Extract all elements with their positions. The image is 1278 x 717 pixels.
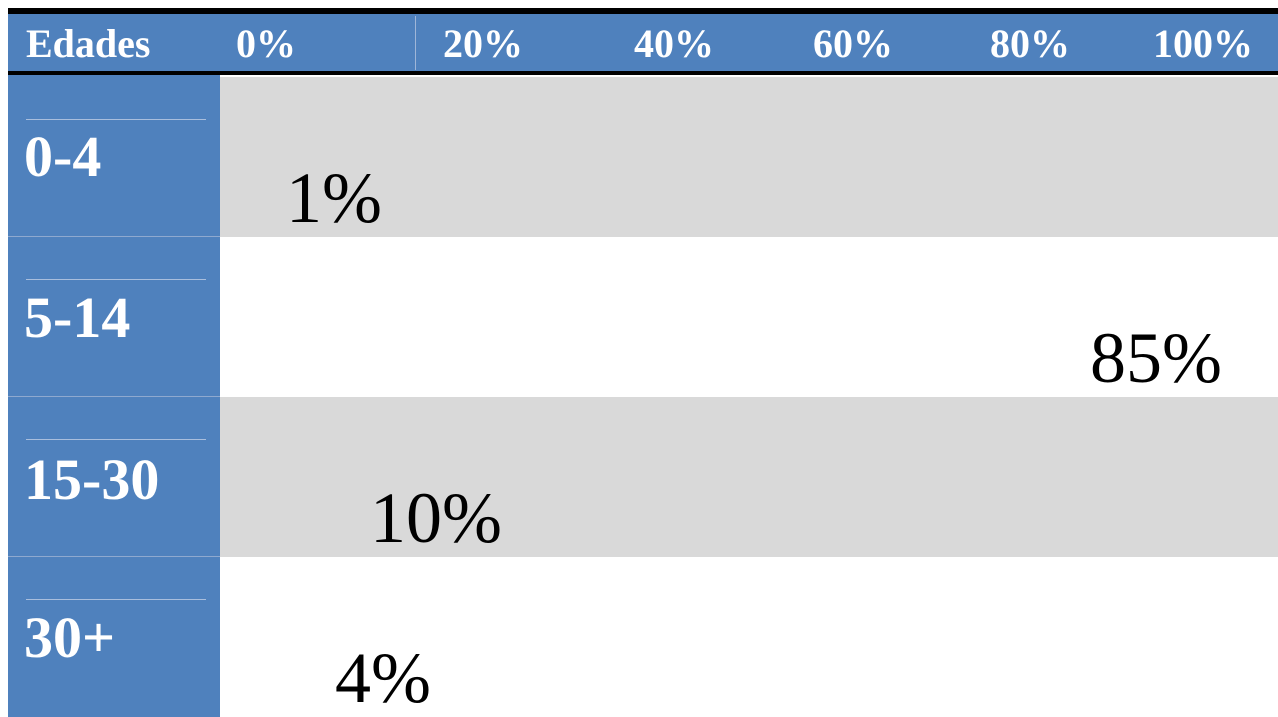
category-label: 5-14	[24, 285, 131, 350]
header-separator	[415, 16, 416, 70]
top-rule	[8, 8, 1278, 14]
x-tick-label: 20%	[443, 21, 523, 66]
pictogram-icon	[254, 410, 370, 512]
row-band	[220, 397, 1278, 557]
row-divider	[8, 236, 220, 237]
axis-title: Edades	[26, 21, 151, 66]
value-label: 10%	[370, 478, 502, 558]
row-inner-line	[26, 119, 206, 120]
row-inner-line	[26, 599, 206, 600]
value-label: 85%	[1090, 318, 1222, 398]
value-label: 1%	[286, 158, 382, 238]
x-tick-label: 100%	[1153, 21, 1253, 66]
category-label: 0-4	[24, 124, 102, 189]
row-divider	[8, 556, 220, 557]
row-band	[220, 77, 1278, 237]
x-tick-label: 60%	[813, 21, 893, 66]
x-tick-label: 40%	[634, 21, 714, 66]
row-divider	[8, 396, 220, 397]
row-band	[220, 237, 1278, 397]
pictogram-icon	[707, 250, 823, 352]
x-tick-label: 0%	[236, 21, 296, 66]
x-tick-label: 80%	[990, 21, 1070, 66]
category-label: 30+	[24, 605, 116, 670]
pictogram-icon	[405, 250, 521, 352]
row-band	[220, 557, 1278, 717]
row-inner-line	[26, 439, 206, 440]
header-band	[8, 14, 1278, 72]
pictogram-icon	[858, 250, 974, 352]
header-underline	[8, 71, 1278, 75]
pictogram-icon	[556, 250, 672, 352]
pictogram-icon	[254, 250, 370, 352]
category-label: 15-30	[24, 447, 160, 512]
value-label: 4%	[335, 638, 431, 717]
row-inner-line	[26, 279, 206, 280]
